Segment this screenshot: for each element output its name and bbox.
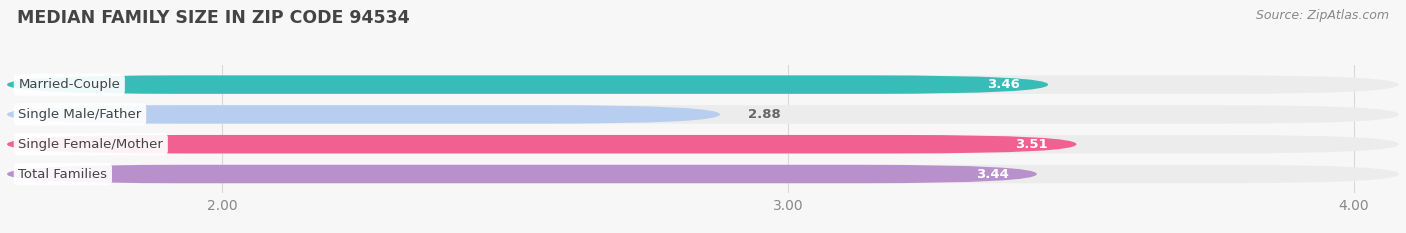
FancyBboxPatch shape (7, 105, 1399, 124)
FancyBboxPatch shape (7, 135, 1077, 154)
FancyBboxPatch shape (7, 165, 1399, 183)
Text: 2.88: 2.88 (748, 108, 780, 121)
Text: Total Families: Total Families (18, 168, 107, 181)
Text: MEDIAN FAMILY SIZE IN ZIP CODE 94534: MEDIAN FAMILY SIZE IN ZIP CODE 94534 (17, 9, 409, 27)
Text: Single Female/Mother: Single Female/Mother (18, 138, 163, 151)
FancyBboxPatch shape (7, 105, 720, 124)
Text: 3.51: 3.51 (1015, 138, 1047, 151)
FancyBboxPatch shape (7, 75, 1399, 94)
Text: 3.44: 3.44 (976, 168, 1008, 181)
Text: 3.46: 3.46 (987, 78, 1019, 91)
FancyBboxPatch shape (7, 165, 1036, 183)
Text: Source: ZipAtlas.com: Source: ZipAtlas.com (1256, 9, 1389, 22)
Text: Married-Couple: Married-Couple (18, 78, 121, 91)
Text: Single Male/Father: Single Male/Father (18, 108, 142, 121)
FancyBboxPatch shape (7, 75, 1047, 94)
FancyBboxPatch shape (7, 135, 1399, 154)
